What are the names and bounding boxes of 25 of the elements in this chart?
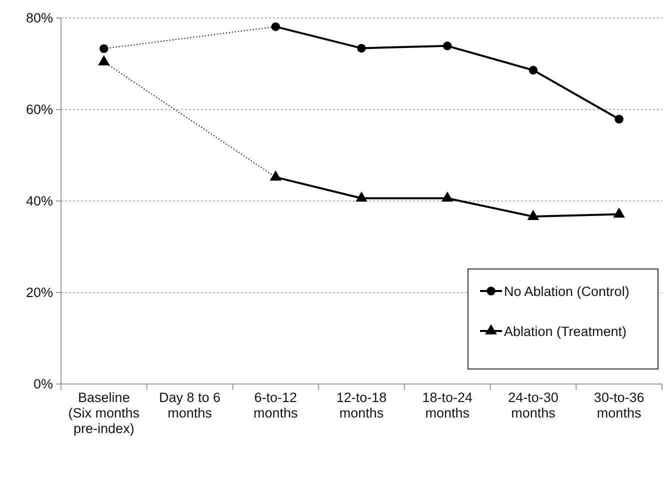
legend-label: No Ablation (Control): [504, 284, 630, 299]
point: [614, 114, 624, 124]
point: [270, 170, 282, 181]
point: [357, 44, 366, 53]
point: [271, 22, 280, 32]
y-tick-label: 60%: [26, 102, 53, 117]
y-tick-label: 0%: [33, 376, 53, 392]
legend-label: Ablation (Treatment): [504, 324, 627, 339]
point: [527, 210, 540, 220]
x-tick-label: 18-to-24 months: [422, 390, 473, 420]
y-tick-label: 80%: [26, 10, 53, 26]
y-tick-label: 20%: [26, 284, 53, 300]
point: [442, 42, 452, 50]
x-tick-label: Day 8 to 6 months: [159, 390, 221, 420]
x-tick-label: 12-to-18 months: [336, 390, 387, 420]
x-tick-label: 6-to-12 months: [254, 390, 298, 420]
point: [441, 191, 454, 202]
y-tick-label: 40%: [26, 193, 53, 208]
point: [528, 66, 538, 75]
point: [356, 191, 368, 202]
x-tick-label: 30-to-36 months: [594, 390, 644, 420]
point: [613, 207, 625, 218]
x-tick-label: Baseline (Six months pre-index): [68, 390, 140, 436]
point: [100, 44, 108, 54]
x-tick-label: 24-to-30 months: [508, 390, 558, 420]
